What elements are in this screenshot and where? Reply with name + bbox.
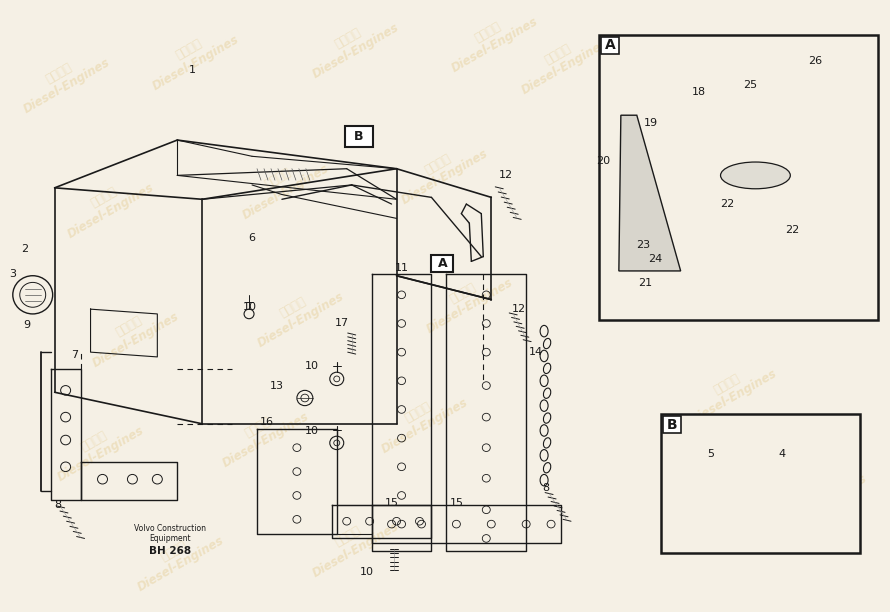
Text: 紫发动力
Diesel-Engines: 紫发动力 Diesel-Engines <box>392 134 490 207</box>
Text: 紫发动力
Diesel-Engines: 紫发动力 Diesel-Engines <box>741 182 839 255</box>
Text: 14: 14 <box>529 347 543 357</box>
Text: 紫发动力
Diesel-Engines: 紫发动力 Diesel-Engines <box>143 20 241 92</box>
Text: 22: 22 <box>720 199 734 209</box>
Bar <box>344 125 373 147</box>
Text: 紫发动力
Diesel-Engines: 紫发动力 Diesel-Engines <box>602 110 700 184</box>
Polygon shape <box>609 271 681 293</box>
Text: 10: 10 <box>243 302 257 312</box>
Text: 24: 24 <box>649 253 663 264</box>
Circle shape <box>769 466 797 493</box>
Text: 紫发动力
Diesel-Engines: 紫发动力 Diesel-Engines <box>48 411 147 484</box>
Text: 紫发动力
Diesel-Engines: 紫发动力 Diesel-Engines <box>372 382 471 455</box>
Text: 17: 17 <box>335 318 349 329</box>
Text: B: B <box>667 418 677 431</box>
Text: 12: 12 <box>512 304 526 314</box>
Text: 16: 16 <box>260 417 274 427</box>
Text: 15: 15 <box>384 498 399 508</box>
Polygon shape <box>685 102 710 176</box>
Text: 13: 13 <box>270 381 284 390</box>
Bar <box>660 414 860 553</box>
Text: 15: 15 <box>449 498 464 508</box>
Text: 26: 26 <box>808 56 822 65</box>
Circle shape <box>692 464 724 494</box>
Text: 紫发动力
Diesel-Engines: 紫发动力 Diesel-Engines <box>303 507 401 580</box>
Text: 21: 21 <box>638 278 651 288</box>
Bar <box>599 35 878 319</box>
Text: B: B <box>354 130 363 143</box>
Text: 紫发动力
Diesel-Engines: 紫发动力 Diesel-Engines <box>512 24 611 97</box>
Text: Volvo Construction
Equipment: Volvo Construction Equipment <box>134 524 206 543</box>
Circle shape <box>813 77 827 91</box>
Text: 紫发动力
Diesel-Engines: 紫发动力 Diesel-Engines <box>128 521 227 594</box>
Polygon shape <box>619 115 681 271</box>
Text: 23: 23 <box>635 240 650 250</box>
Text: 紫发动力
Diesel-Engines: 紫发动力 Diesel-Engines <box>213 397 312 470</box>
Circle shape <box>708 170 716 177</box>
Text: 紫发动力
Diesel-Engines: 紫发动力 Diesel-Engines <box>247 277 346 351</box>
Circle shape <box>729 169 742 182</box>
Text: 3: 3 <box>9 269 16 279</box>
Text: 紫发动力
Diesel-Engines: 紫发动力 Diesel-Engines <box>83 296 182 370</box>
Text: 8: 8 <box>54 500 61 510</box>
Text: BH 268: BH 268 <box>150 546 191 556</box>
Text: A: A <box>438 257 448 270</box>
Text: 10: 10 <box>305 427 319 436</box>
Circle shape <box>676 170 684 177</box>
Circle shape <box>768 169 782 182</box>
Text: 19: 19 <box>643 118 658 128</box>
Text: A: A <box>604 39 615 53</box>
Text: 6: 6 <box>248 233 255 242</box>
Text: 紫发动力
Diesel-Engines: 紫发动力 Diesel-Engines <box>58 168 157 241</box>
Polygon shape <box>619 111 639 274</box>
Text: 10: 10 <box>360 567 374 577</box>
Text: 18: 18 <box>692 88 706 97</box>
Text: 22: 22 <box>785 225 799 235</box>
Text: 12: 12 <box>499 170 514 181</box>
Circle shape <box>702 474 715 485</box>
Text: 紫发动力
Diesel-Engines: 紫发动力 Diesel-Engines <box>442 2 540 75</box>
Text: 紫发动力
Diesel-Engines: 紫发动力 Diesel-Engines <box>417 263 515 336</box>
Bar <box>663 416 681 433</box>
Text: 1: 1 <box>189 65 196 75</box>
Text: 紫发动力
Diesel-Engines: 紫发动力 Diesel-Engines <box>765 215 856 280</box>
Circle shape <box>664 152 727 212</box>
Text: 9: 9 <box>23 321 30 330</box>
Text: 紫发动力
Diesel-Engines: 紫发动力 Diesel-Engines <box>13 43 112 116</box>
Text: 紫发动力
Diesel-Engines: 紫发动力 Diesel-Engines <box>655 129 746 193</box>
Polygon shape <box>721 474 775 484</box>
Text: 紫发动力
Diesel-Engines: 紫发动力 Diesel-Engines <box>771 459 870 532</box>
Text: 8: 8 <box>543 483 550 493</box>
Bar <box>432 255 453 272</box>
Text: 紫发动力
Diesel-Engines: 紫发动力 Diesel-Engines <box>303 8 401 81</box>
Ellipse shape <box>721 162 790 188</box>
Text: 10: 10 <box>305 362 319 371</box>
Polygon shape <box>800 65 868 102</box>
Text: 2: 2 <box>21 244 28 254</box>
Text: 5: 5 <box>707 449 714 460</box>
Text: 紫发动力
Diesel-Engines: 紫发动力 Diesel-Engines <box>232 148 331 222</box>
Text: 7: 7 <box>71 350 78 360</box>
Text: 4: 4 <box>779 449 786 460</box>
Circle shape <box>692 195 700 203</box>
Text: 20: 20 <box>595 156 610 166</box>
Text: 紫发动力
Diesel-Engines: 紫发动力 Diesel-Engines <box>681 354 780 427</box>
Bar <box>601 37 619 54</box>
Text: 25: 25 <box>743 80 757 89</box>
Text: 11: 11 <box>394 263 409 273</box>
